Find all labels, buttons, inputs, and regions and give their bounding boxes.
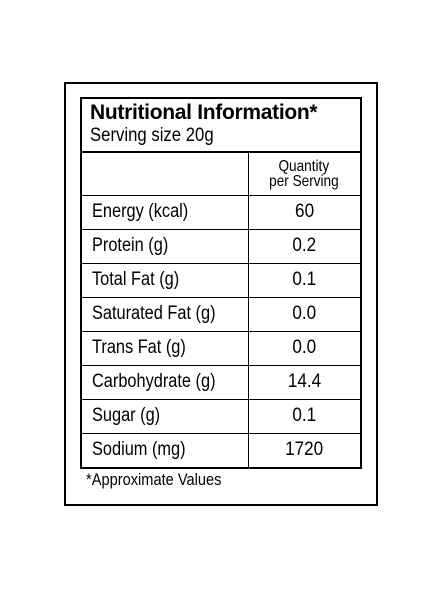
- nutrient-value-cell: 0.0: [248, 297, 360, 332]
- quantity-column-header: Quantity per Serving: [248, 153, 360, 196]
- table-row: Total Fat (g) 0.1: [82, 263, 360, 298]
- panel-title: Nutritional Information*: [90, 101, 318, 124]
- nutrient-name: Energy (kcal): [92, 201, 189, 222]
- nutrient-name: Trans Fat (g): [92, 337, 186, 358]
- nutrient-value: 60: [294, 201, 314, 222]
- nutrient-value: 0.2: [292, 235, 317, 256]
- nutrient-value-cell: 14.4: [248, 365, 360, 400]
- table-header-row: Quantity per Serving: [82, 153, 360, 196]
- quantity-header-line2: per Serving: [269, 172, 340, 190]
- nutrient-name: Carbohydrate (g): [92, 371, 216, 392]
- nutrient-name: Protein (g): [92, 235, 169, 256]
- nutrient-value-cell: 0.1: [248, 399, 360, 434]
- nutrient-name-cell: Trans Fat (g): [82, 331, 249, 366]
- nutrient-value-cell: 1720: [248, 433, 360, 467]
- table-row: Carbohydrate (g) 14.4: [82, 365, 360, 400]
- table-row: Sodium (mg) 1720: [82, 433, 360, 467]
- nutrient-value-cell: 60: [248, 195, 360, 230]
- table-row: Sugar (g) 0.1: [82, 399, 360, 434]
- nutrient-name-cell: Sugar (g): [82, 399, 249, 434]
- quantity-header-line1: Quantity: [278, 157, 330, 175]
- nutrient-value: 0.0: [292, 337, 317, 358]
- nutrient-name-cell: Protein (g): [82, 229, 249, 264]
- nutrient-name-cell: Sodium (mg): [82, 433, 249, 467]
- nutrient-value: 0.1: [292, 405, 317, 426]
- nutrient-name-cell: Energy (kcal): [82, 195, 249, 230]
- nutrient-value: 0.1: [292, 269, 317, 290]
- nutrient-value-cell: 0.0: [248, 331, 360, 366]
- nutrition-panel: Nutritional Information* Serving size 20…: [80, 97, 362, 469]
- footnote: *Approximate Values: [86, 470, 222, 489]
- nutrient-value: 14.4: [287, 371, 321, 392]
- table-row: Protein (g) 0.2: [82, 229, 360, 264]
- nutrition-table: Quantity per Serving Energy (kcal) 60 Pr…: [82, 153, 360, 467]
- nutrient-value-cell: 0.2: [248, 229, 360, 264]
- panel-header: Nutritional Information* Serving size 20…: [82, 99, 360, 153]
- label-outer-border: [64, 82, 378, 506]
- nutrient-name: Saturated Fat (g): [92, 303, 216, 324]
- header-blank-cell: [82, 153, 249, 196]
- nutrient-name-cell: Saturated Fat (g): [82, 297, 249, 332]
- nutrient-name: Total Fat (g): [92, 269, 180, 290]
- table-row: Trans Fat (g) 0.0: [82, 331, 360, 366]
- nutrient-value-cell: 0.1: [248, 263, 360, 298]
- nutrient-value: 1720: [285, 439, 324, 461]
- table-row: Energy (kcal) 60: [82, 195, 360, 230]
- nutrient-name: Sugar (g): [92, 405, 161, 426]
- nutrient-value: 0.0: [292, 303, 317, 324]
- table-row: Saturated Fat (g) 0.0: [82, 297, 360, 332]
- nutrient-name-cell: Total Fat (g): [82, 263, 249, 298]
- nutrient-name-cell: Carbohydrate (g): [82, 365, 249, 400]
- serving-size: Serving size 20g: [90, 125, 214, 146]
- nutrient-name: Sodium (mg): [92, 439, 186, 461]
